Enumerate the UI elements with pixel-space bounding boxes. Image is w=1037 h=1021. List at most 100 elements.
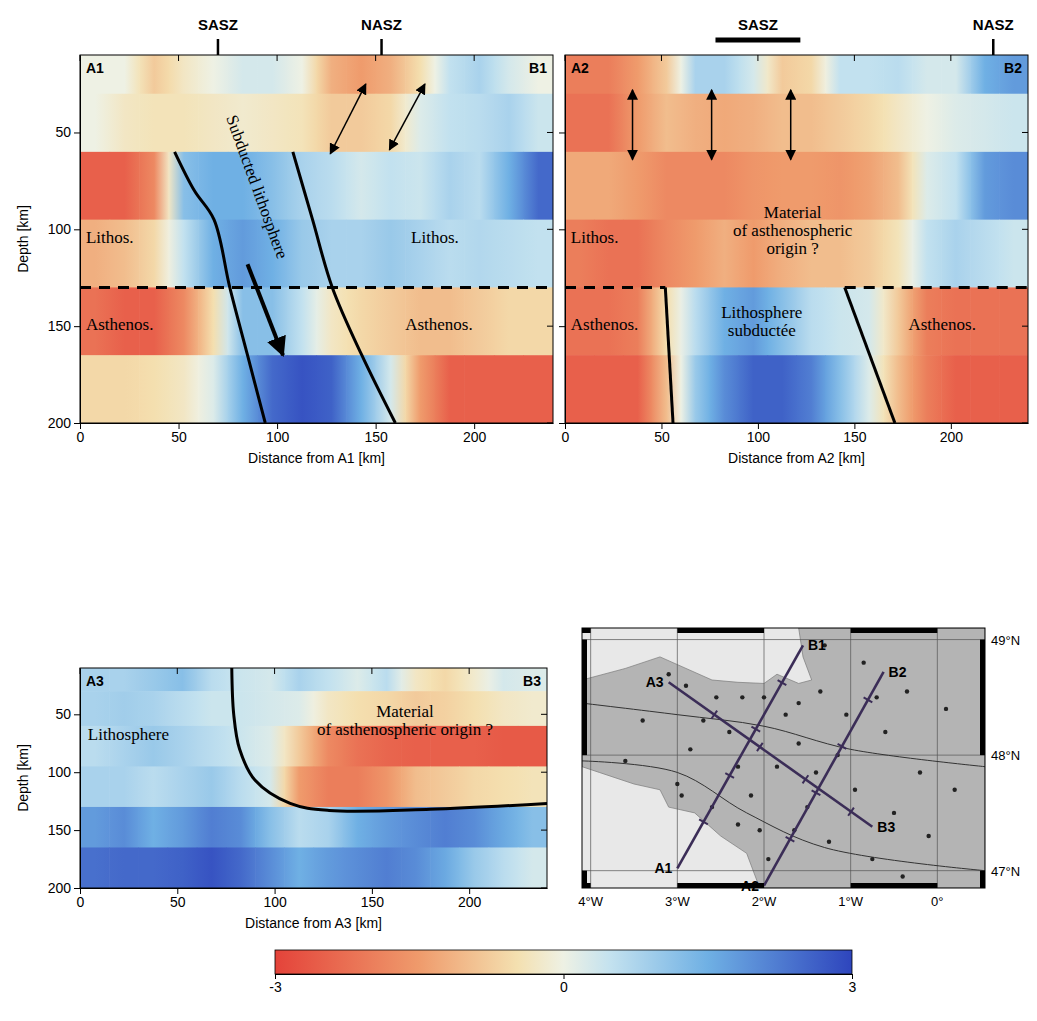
annotation-line: subductée bbox=[728, 321, 796, 340]
station bbox=[684, 684, 688, 688]
tick-label: 150 bbox=[843, 429, 867, 445]
station bbox=[796, 741, 800, 745]
cell bbox=[970, 55, 1000, 94]
axis-line bbox=[81, 888, 548, 889]
tick: 50 bbox=[171, 423, 187, 445]
axis-title: Distance from A1 [km] bbox=[248, 450, 385, 466]
tick-mark bbox=[661, 55, 662, 61]
land bbox=[582, 628, 985, 888]
cell bbox=[623, 55, 653, 94]
zone-tick bbox=[992, 39, 995, 55]
tick: 100 bbox=[266, 423, 290, 445]
cell bbox=[652, 220, 682, 288]
tick-mark bbox=[541, 714, 547, 715]
boundary-line bbox=[80, 286, 553, 289]
cell bbox=[109, 691, 139, 726]
tick-mark bbox=[74, 423, 80, 424]
annotation-line: Lithos. bbox=[86, 228, 134, 247]
zone-label: NASZ bbox=[361, 16, 402, 33]
tick-mark bbox=[541, 830, 547, 831]
section-end-label: B3 bbox=[523, 673, 541, 689]
cell bbox=[912, 94, 942, 153]
cell bbox=[523, 287, 553, 355]
tick-mark bbox=[74, 714, 80, 715]
tick-label: 47°N bbox=[991, 864, 1020, 879]
cell bbox=[594, 355, 624, 423]
grid-line bbox=[582, 639, 985, 640]
tick-mark bbox=[559, 132, 565, 133]
cell bbox=[255, 847, 285, 888]
cell bbox=[198, 55, 228, 94]
tick-mark bbox=[559, 229, 565, 230]
cell bbox=[459, 807, 489, 848]
cell bbox=[912, 55, 942, 94]
tick-label: 0 bbox=[77, 894, 85, 910]
tick-mark bbox=[1022, 423, 1028, 424]
profile-label: A3 bbox=[646, 674, 664, 690]
cell bbox=[999, 220, 1028, 288]
tick-label: 0 bbox=[560, 979, 568, 995]
section-end-label: B2 bbox=[1004, 60, 1022, 76]
cell bbox=[169, 152, 199, 220]
station bbox=[827, 840, 831, 844]
station bbox=[675, 782, 679, 786]
frame bbox=[582, 628, 985, 888]
annotation: Materialof asthenosphericorigin ? bbox=[733, 203, 853, 258]
cell bbox=[912, 152, 942, 220]
grid-line bbox=[764, 628, 765, 888]
tick bbox=[559, 229, 565, 230]
cell bbox=[523, 55, 553, 94]
cell bbox=[346, 287, 376, 355]
profile-label: B2 bbox=[889, 664, 907, 680]
zone-label: NASZ bbox=[973, 16, 1014, 33]
zone-bar bbox=[715, 38, 800, 43]
station bbox=[701, 718, 705, 722]
cell bbox=[198, 287, 228, 355]
frame-bar bbox=[980, 640, 985, 756]
tick bbox=[559, 326, 565, 327]
cell bbox=[109, 847, 139, 888]
tick-label: 50 bbox=[171, 429, 187, 445]
tick: 0 bbox=[77, 888, 85, 910]
cell bbox=[797, 55, 827, 94]
cell bbox=[970, 355, 1000, 423]
profile-tick bbox=[699, 819, 708, 824]
annotation-line: Asthenos. bbox=[571, 315, 639, 334]
station bbox=[892, 811, 896, 815]
tick-label: 0° bbox=[931, 894, 943, 909]
cell bbox=[739, 55, 769, 94]
arrow bbox=[389, 84, 424, 150]
tick-mark bbox=[80, 668, 81, 674]
colorbar-axis: -303 bbox=[269, 974, 856, 995]
axis-line bbox=[566, 423, 1029, 424]
profile-line bbox=[677, 645, 803, 868]
station bbox=[905, 689, 909, 693]
cell bbox=[168, 691, 198, 726]
station bbox=[727, 730, 731, 734]
cell bbox=[652, 94, 682, 153]
cell bbox=[825, 287, 855, 355]
tick-label: 3°W bbox=[665, 894, 690, 909]
annotation: Lithosphere bbox=[88, 725, 169, 744]
tick-mark bbox=[74, 326, 80, 327]
cell bbox=[825, 94, 855, 153]
tick-mark bbox=[1022, 132, 1028, 133]
cell bbox=[710, 355, 740, 423]
fault bbox=[582, 761, 985, 871]
cell bbox=[494, 355, 524, 423]
axis-line bbox=[565, 56, 566, 424]
tick: 100 bbox=[48, 764, 80, 780]
station bbox=[736, 822, 740, 826]
cell bbox=[435, 94, 465, 153]
cell bbox=[941, 55, 971, 94]
profile-tick bbox=[864, 697, 873, 702]
cell bbox=[372, 847, 402, 888]
cell bbox=[287, 94, 317, 153]
grid-line bbox=[850, 628, 851, 888]
tick: 200 bbox=[458, 888, 482, 910]
axis-line bbox=[81, 423, 554, 424]
station bbox=[757, 828, 761, 832]
colorbar: -303 bbox=[269, 950, 856, 995]
arrow bbox=[632, 90, 634, 160]
cell bbox=[652, 152, 682, 220]
